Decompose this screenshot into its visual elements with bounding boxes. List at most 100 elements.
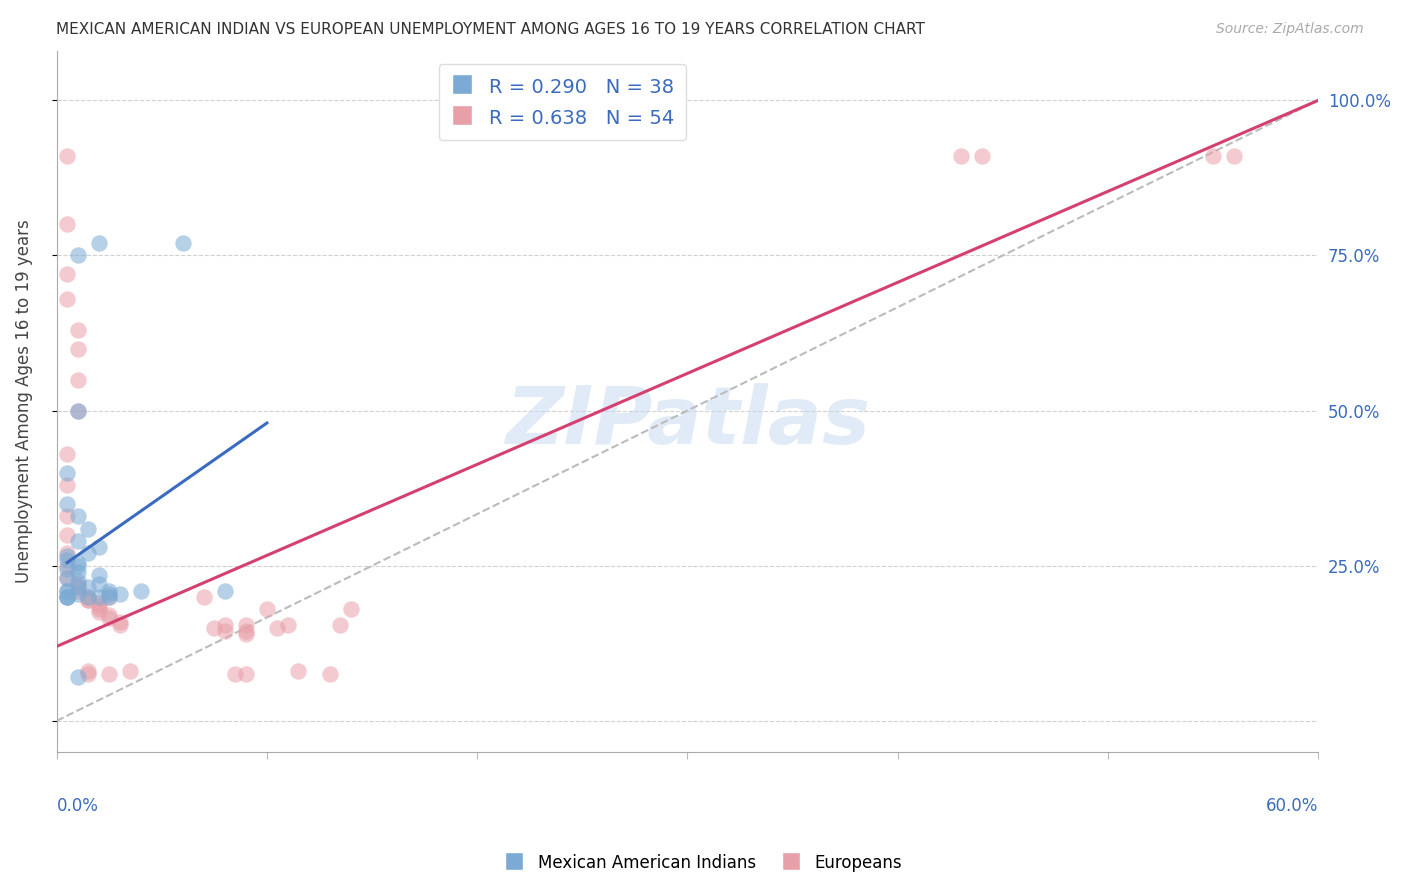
Point [87,599,110,613]
Point [319,667,342,681]
Point [66,323,89,337]
Text: 0.0%: 0.0% [56,797,98,815]
Point [98,590,121,604]
Point [235,617,257,632]
Point [256,602,278,616]
Point [98,587,121,601]
Point [56,466,79,480]
Point [287,665,309,679]
Point [66,670,89,684]
Point [56,497,79,511]
Point [66,248,89,262]
Point [66,373,89,387]
Point [87,605,110,619]
Point [266,621,288,635]
Point [66,558,89,573]
Point [108,615,131,629]
Point [87,602,110,616]
Point [98,583,121,598]
Point [77,546,100,560]
Legend: Mexican American Indians, Europeans: Mexican American Indians, Europeans [498,847,908,880]
Point [56,590,79,604]
Point [98,590,121,604]
Point [77,522,100,536]
Point [98,667,121,681]
Point [949,149,972,163]
Point [66,509,89,524]
Point [56,583,79,598]
Point [56,552,79,566]
Point [56,558,79,573]
Point [87,235,110,250]
Point [108,617,131,632]
Point [66,556,89,570]
Point [98,611,121,625]
Text: MEXICAN AMERICAN INDIAN VS EUROPEAN UNEMPLOYMENT AMONG AGES 16 TO 19 YEARS CORRE: MEXICAN AMERICAN INDIAN VS EUROPEAN UNEM… [56,22,925,37]
Point [56,549,79,564]
Point [87,596,110,610]
Point [56,562,79,576]
Y-axis label: Unemployment Among Ages 16 to 19 years: Unemployment Among Ages 16 to 19 years [15,219,32,583]
Point [66,583,89,598]
Point [235,624,257,638]
Point [129,583,152,598]
Point [970,149,993,163]
Point [202,621,225,635]
Point [56,267,79,281]
Point [77,593,100,607]
Point [108,587,131,601]
Point [87,590,110,604]
Point [340,602,363,616]
Point [214,617,236,632]
Point [193,590,215,604]
Point [235,627,257,641]
Point [56,571,79,585]
Point [98,608,121,623]
Point [77,665,100,679]
Text: Source: ZipAtlas.com: Source: ZipAtlas.com [1216,22,1364,37]
Point [56,571,79,585]
Point [87,568,110,582]
Point [66,587,89,601]
Point [87,577,110,591]
Point [66,403,89,417]
Point [235,667,257,681]
Point [214,583,236,598]
Point [66,581,89,595]
Point [66,581,89,595]
Point [66,403,89,417]
Point [56,478,79,492]
Point [66,342,89,356]
Text: ZIPatlas: ZIPatlas [505,384,870,461]
Point [56,447,79,461]
Point [77,593,100,607]
Point [56,218,79,232]
Point [56,590,79,604]
Point [66,565,89,579]
Point [87,540,110,554]
Point [120,665,142,679]
Point [56,292,79,306]
Point [66,533,89,548]
Point [66,577,89,591]
Point [56,509,79,524]
Point [1202,149,1225,163]
Point [56,546,79,560]
Text: 60.0%: 60.0% [1265,797,1319,815]
Point [329,617,352,632]
Point [56,590,79,604]
Point [214,624,236,638]
Point [77,581,100,595]
Point [1223,149,1246,163]
Point [56,149,79,163]
Point [172,235,194,250]
Point [77,590,100,604]
Point [224,667,246,681]
Point [277,617,299,632]
Point [56,583,79,598]
Legend: R = 0.290   N = 38, R = 0.638   N = 54: R = 0.290 N = 38, R = 0.638 N = 54 [439,64,686,140]
Point [77,590,100,604]
Point [66,574,89,589]
Point [77,667,100,681]
Point [56,527,79,541]
